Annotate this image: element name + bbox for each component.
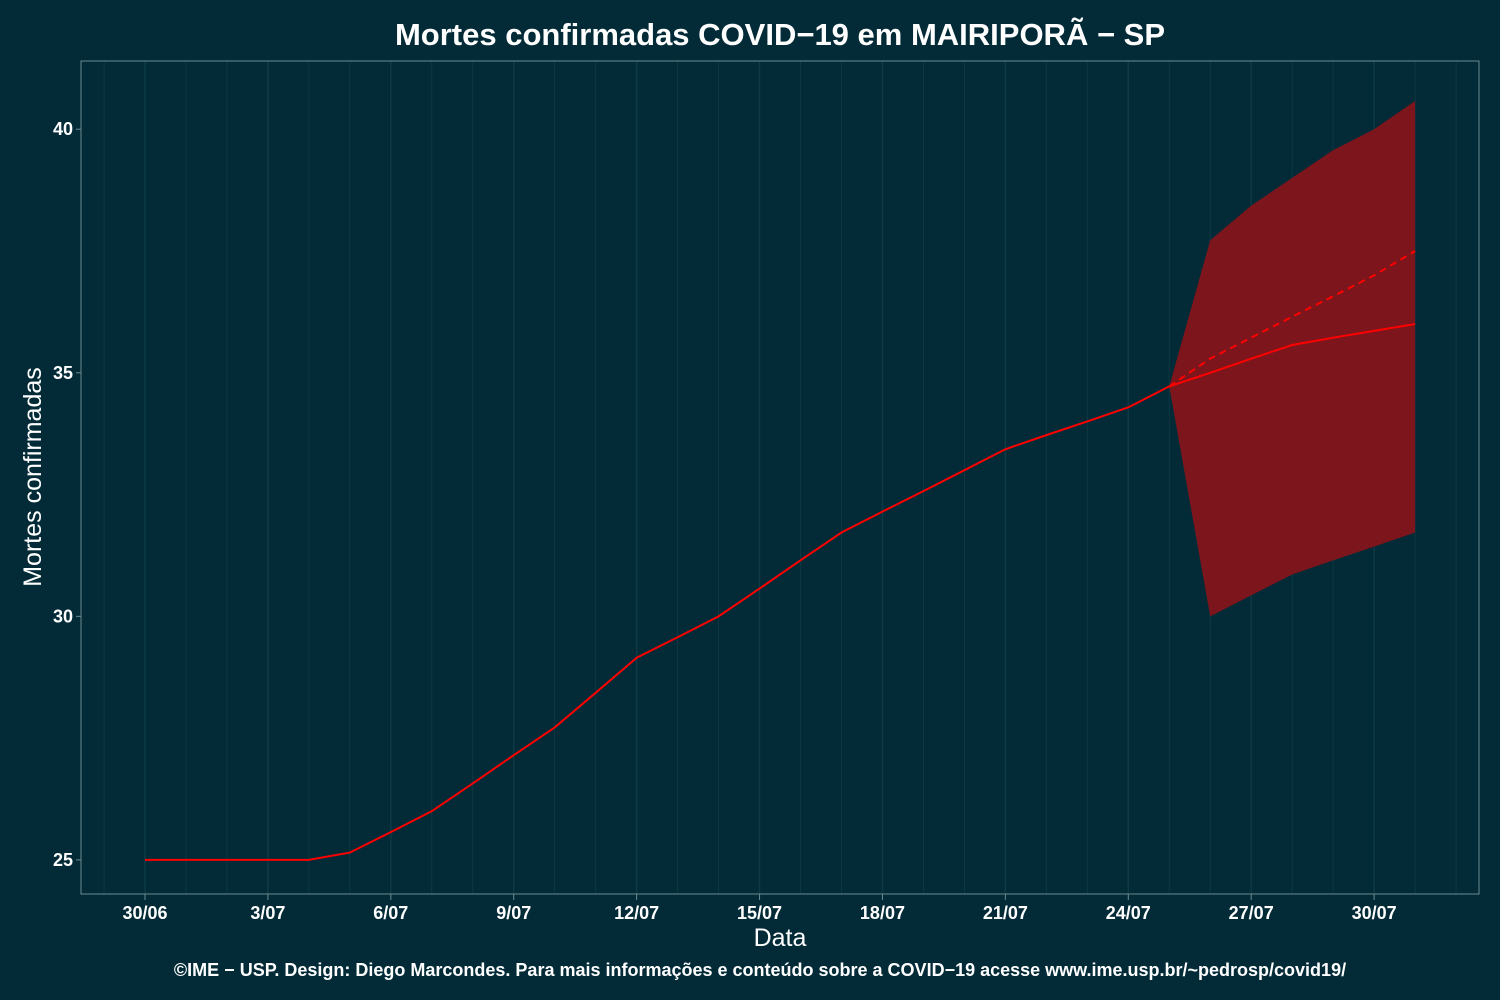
x-tick-label: 30/06 — [122, 903, 167, 923]
x-tick-label: 24/07 — [1106, 903, 1151, 923]
series-line-observed — [145, 385, 1170, 861]
y-tick-label: 30 — [53, 606, 73, 626]
x-axis-title: Data — [754, 924, 807, 952]
chart-title: Mortes confirmadas COVID−19 em MAIRIPORÃ… — [395, 17, 1165, 52]
y-axis-title: Mortes confirmadas — [19, 367, 47, 587]
y-tick-label: 40 — [53, 119, 73, 139]
grid — [103, 61, 1457, 894]
y-tick-label: 35 — [53, 363, 73, 383]
y-tick-label: 25 — [53, 850, 73, 870]
plot-frame — [80, 60, 1480, 895]
x-tick-label: 9/07 — [496, 903, 531, 923]
x-tick-label: 18/07 — [860, 903, 905, 923]
x-tick-label: 30/07 — [1352, 903, 1397, 923]
y-axis: 25 30 35 40 — [53, 119, 81, 870]
x-axis: 30/06 3/07 6/07 9/07 12/07 15/07 18/07 21/07 24/… — [122, 894, 1397, 923]
x-tick-label: 27/07 — [1229, 903, 1274, 923]
x-tick-label: 6/07 — [373, 903, 408, 923]
caption: ©IME − USP. Design: Diego Marcondes. Par… — [174, 960, 1346, 980]
series-line-forecast — [1168, 323, 1416, 388]
x-tick-label: 15/07 — [737, 903, 782, 923]
series-line-forecast-trend — [1168, 250, 1416, 388]
series-layer — [145, 250, 1416, 861]
forecast-interval-band — [1169, 100, 1416, 617]
x-tick-label: 21/07 — [983, 903, 1028, 923]
x-tick-label: 12/07 — [614, 903, 659, 923]
x-tick-label: 3/07 — [250, 903, 285, 923]
forecast-band-layer — [1169, 100, 1416, 617]
